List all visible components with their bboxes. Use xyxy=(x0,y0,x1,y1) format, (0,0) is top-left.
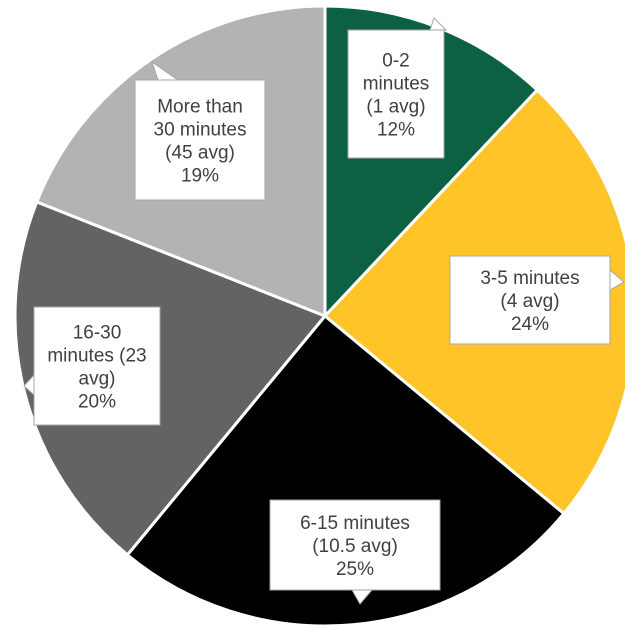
callout-box xyxy=(33,306,161,426)
callout-pointer xyxy=(429,17,448,31)
slice-label-line: 20% xyxy=(78,392,116,413)
slice-label-line: minutes xyxy=(363,74,430,95)
callout-3-5-minutes: 3-5 minutes(4 avg)24% xyxy=(449,255,625,345)
callout-pointer xyxy=(351,589,374,605)
slice-label-line: avg) xyxy=(79,369,116,390)
slice-label-line: minutes (23 xyxy=(47,346,146,367)
slice-label-line: (10.5 avg) xyxy=(312,536,398,557)
slice-label-line: 16-30 xyxy=(73,323,122,344)
pie-slice-6-15-minutes xyxy=(125,313,566,626)
slice-label-line: 30 minutes xyxy=(154,120,247,141)
slice-label-line: 24% xyxy=(511,314,549,335)
callout-box xyxy=(134,79,266,201)
slice-label-line: 25% xyxy=(336,559,374,580)
slice-label-line: 12% xyxy=(377,120,415,141)
slice-label-line: 6-15 minutes xyxy=(300,513,410,534)
callout-box xyxy=(347,29,445,159)
callout-box xyxy=(269,499,441,591)
slice-label-line: (45 avg) xyxy=(165,143,235,164)
slice-label-line: More than xyxy=(157,97,243,118)
slice-label-line: (1 avg) xyxy=(366,97,425,118)
slice-label-line: 0-2 xyxy=(382,51,409,72)
callout-pointer xyxy=(23,373,35,397)
callout-box xyxy=(449,255,611,345)
callout-6-15-minutes: 6-15 minutes(10.5 avg)25% xyxy=(269,499,441,605)
slice-label-line: (4 avg) xyxy=(500,291,559,312)
slice-label-line: 3-5 minutes xyxy=(480,268,579,289)
slice-label-line: 19% xyxy=(181,166,219,187)
pie-slice-16-30-minutes xyxy=(13,199,328,557)
callout-pointer xyxy=(151,60,180,81)
callout-pointer xyxy=(609,268,625,291)
